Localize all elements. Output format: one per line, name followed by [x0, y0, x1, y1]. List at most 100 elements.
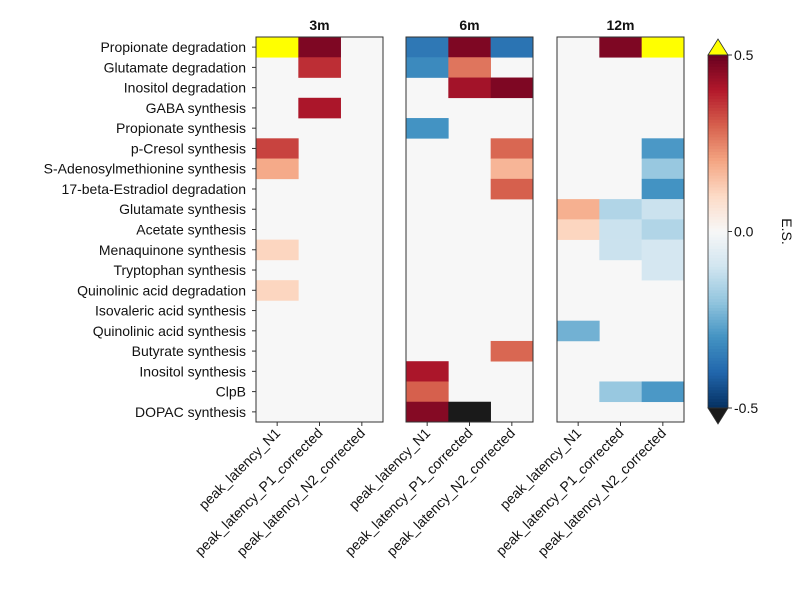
colorbar-segment: [708, 131, 728, 135]
colorbar-segment: [708, 137, 728, 141]
colorbar-segment: [708, 325, 728, 329]
heatmap-cell: [256, 280, 299, 301]
colorbar-segment: [708, 275, 728, 279]
colorbar-segment: [708, 205, 728, 209]
colorbar-segment: [708, 402, 728, 406]
heatmap-cell: [448, 77, 491, 99]
colorbar-segment: [708, 213, 728, 218]
colorbar-segment: [708, 381, 728, 385]
colorbar-segment: [708, 316, 728, 321]
panel-title: 6m: [459, 17, 479, 33]
colorbar-segment: [708, 107, 728, 112]
colorbar-segment: [708, 225, 728, 229]
colorbar-segment: [708, 399, 728, 403]
heatmap-cell: [406, 118, 449, 139]
colorbar-segment: [708, 249, 728, 253]
colorbar-segment: [708, 263, 728, 268]
row-label: GABA synthesis: [146, 100, 246, 116]
colorbar-segment: [708, 149, 728, 153]
colorbar-segment: [708, 105, 728, 109]
colorbar-segment: [708, 243, 728, 247]
heatmap-cell: [490, 37, 534, 58]
colorbar-segment: [708, 102, 728, 106]
colorbar-segment: [708, 55, 728, 59]
colorbar-segment: [708, 207, 728, 212]
colorbar-segment: [708, 290, 728, 294]
colorbar-segment: [708, 146, 728, 150]
colorbar-segment: [708, 96, 728, 100]
colorbar-segment: [708, 307, 728, 312]
colorbar-segment: [708, 334, 728, 338]
colorbar-segment: [708, 128, 728, 132]
heatmap-cell: [599, 381, 642, 403]
colorbar-segment: [708, 93, 728, 97]
colorbar-segment: [708, 293, 728, 297]
colorbar-segment: [708, 78, 728, 82]
colorbar-segment: [708, 302, 728, 306]
heatmap-cell: [448, 57, 491, 78]
heatmap-cell: [448, 37, 491, 58]
colorbar-segment: [708, 352, 728, 356]
colorbar-segment: [708, 360, 728, 365]
colorbar-segment: [708, 357, 728, 362]
row-label: Propionate degradation: [100, 39, 246, 55]
row-label: S-Adenosylmethionine synthesis: [44, 161, 246, 177]
colorbar-segment: [708, 169, 728, 174]
colorbar-segment: [708, 160, 728, 165]
colorbar-segment: [708, 272, 728, 277]
colorbar-segment: [708, 163, 728, 168]
heatmap-cell: [448, 401, 491, 423]
heatmap-cell: [490, 158, 534, 180]
colorbar-segment: [708, 190, 728, 194]
colorbar-segment: [708, 237, 728, 241]
heatmap-cell: [406, 361, 449, 382]
colorbar-segment: [708, 284, 728, 288]
colorbar-segment: [708, 143, 728, 147]
colorbar-segment: [708, 287, 728, 291]
heatmap-cell: [641, 199, 685, 220]
colorbar-segment: [708, 375, 728, 379]
heatmap-cell: [490, 340, 534, 362]
colorbar-segment: [708, 349, 728, 353]
row-label: Glutamate synthesis: [119, 201, 246, 217]
heatmap-cell: [256, 138, 299, 159]
heatmap-cell: [641, 219, 685, 240]
colorbar-segment: [708, 219, 728, 224]
colorbar-segment: [708, 340, 728, 344]
colorbar-segment: [708, 343, 728, 347]
colorbar-segment: [708, 181, 728, 185]
colorbar-segment: [708, 305, 728, 309]
heatmap-cell: [641, 178, 685, 200]
colorbar-segment: [708, 66, 728, 71]
heatmap-cell: [256, 158, 299, 180]
colorbar-segment: [708, 69, 728, 74]
colorbar-segment: [708, 196, 728, 200]
colorbar-segment: [708, 366, 728, 371]
colorbar-segment: [708, 157, 728, 162]
heatmap-cell: [490, 178, 534, 200]
colorbar-segment: [708, 393, 728, 397]
heatmap-cell: [599, 219, 642, 240]
colorbar-segment: [708, 405, 728, 409]
colorbar-segment: [708, 90, 728, 94]
heatmap-cell: [599, 199, 642, 220]
row-label: Tryptophan synthesis: [113, 262, 246, 278]
row-label: DOPAC synthesis: [135, 404, 246, 420]
colorbar-segment: [708, 310, 728, 315]
row-label: p-Cresol synthesis: [131, 140, 246, 156]
heatmap-cell: [298, 37, 341, 58]
colorbar-segment: [708, 57, 728, 62]
heatmap-cell: [256, 239, 299, 261]
panel-title: 12m: [606, 17, 634, 33]
colorbar-segment: [708, 155, 728, 159]
colorbar-tick-label: 0.0: [734, 224, 754, 240]
heatmap-cell: [641, 381, 685, 403]
colorbar-segment: [708, 140, 728, 144]
heatmap-cell: [298, 97, 341, 119]
colorbar-segment: [708, 255, 728, 259]
colorbar-segment: [708, 228, 728, 232]
heatmap-cell: [490, 138, 534, 159]
colorbar-segment: [708, 319, 728, 324]
colorbar-segment: [708, 246, 728, 250]
colorbar-segment: [708, 113, 728, 118]
